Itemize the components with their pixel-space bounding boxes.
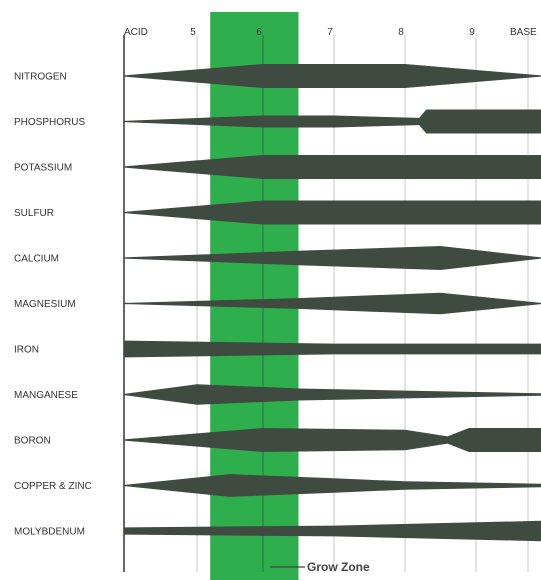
label-calcium: CALCIUM (14, 254, 59, 265)
label-phosphorus: PHOSPHORUS (14, 117, 85, 128)
band-manganese (124, 384, 541, 405)
tick-label-8: 8 (398, 27, 404, 38)
label-potassium: POTASSIUM (14, 163, 72, 174)
band-calcium (124, 246, 541, 270)
label-boron: BORON (14, 436, 51, 447)
band-magnesium (124, 292, 541, 315)
tick-label-7: 7 (327, 27, 333, 38)
tick-label-9: 9 (469, 27, 475, 38)
label-manganese: MANGANESE (14, 390, 78, 401)
band-boron (124, 428, 541, 452)
x-axis-ticks: ACID 5 6 7 8 9 BASE (124, 27, 537, 38)
label-magnesium: MAGNESIUM (14, 299, 76, 310)
band-potassium (124, 155, 541, 179)
tick-label-acid: ACID (124, 27, 148, 38)
band-copper-zinc (124, 474, 541, 497)
band-iron (124, 340, 541, 358)
label-copper-zinc: COPPER & ZINC (14, 481, 92, 492)
band-phosphorus (124, 109, 541, 134)
label-molybdenum: MOLYBDENUM (14, 527, 85, 538)
tick-label-6: 6 (256, 27, 262, 38)
band-molybdenum (124, 520, 541, 542)
band-sulfur (124, 200, 541, 225)
tick-label-base: BASE (510, 27, 537, 38)
label-iron: IRON (14, 345, 39, 356)
nutrient-labels: NITROGEN PHOSPHORUS POTASSIUM SULFUR CALCIUM… (14, 72, 92, 538)
tick-label-5: 5 (190, 27, 196, 38)
label-nitrogen: NITROGEN (14, 72, 67, 83)
grow-zone-label: Grow Zone (307, 560, 370, 574)
grow-zone-callout: Grow Zone (270, 560, 370, 574)
label-sulfur: SULFUR (14, 208, 54, 219)
nutrient-bands (124, 64, 541, 542)
band-nitrogen (124, 64, 541, 88)
